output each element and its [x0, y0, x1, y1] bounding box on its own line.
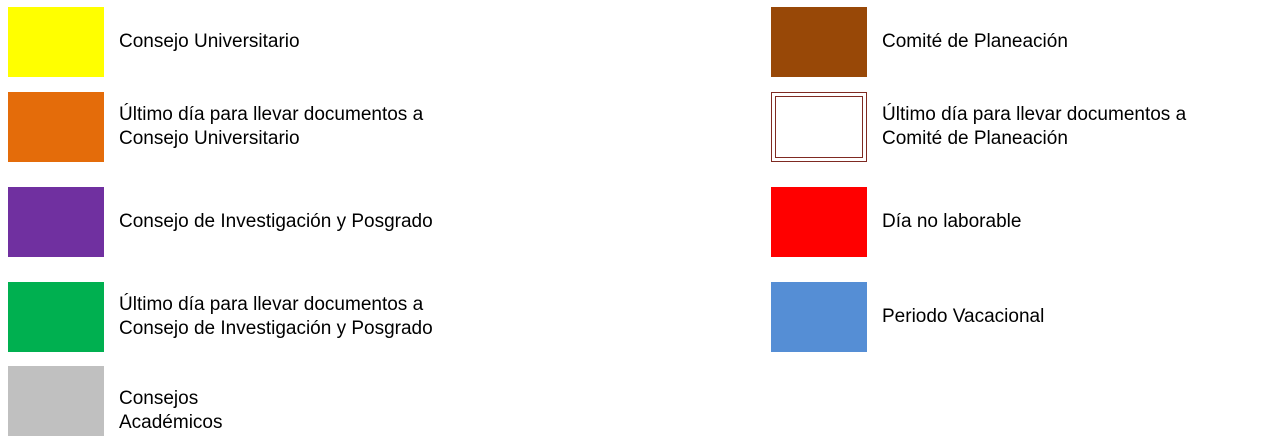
legend-label-line: Día no laborable: [882, 211, 1022, 232]
legend-label: Último día para llevar documentos a Comi…: [882, 92, 1186, 162]
legend-label-line: Último día para llevar documentos a: [119, 104, 424, 125]
color-swatch: [771, 282, 867, 352]
legend-label: Último día para llevar documentos a Cons…: [119, 282, 433, 352]
color-swatch: [8, 282, 104, 352]
legend-label-line: Consejos: [119, 388, 199, 409]
legend-label: Consejos Académicos: [119, 376, 223, 446]
legend-label-line: Consejo Universitario: [119, 128, 300, 149]
legend-label: Día no laborable: [882, 187, 1021, 257]
color-swatch: [8, 7, 104, 77]
legend-label-line: Consejo de Investigación y Posgrado: [119, 318, 433, 339]
legend-label-line: Último día para llevar documentos a: [119, 294, 424, 315]
legend-label-line: Consejo de Investigación y Posgrado: [119, 211, 433, 232]
color-legend: Consejo Universitario Último día para ll…: [8, 7, 1186, 436]
legend-label-line: Académicos: [119, 412, 223, 433]
legend-label: Periodo Vacacional: [882, 282, 1044, 352]
legend-label: Último día para llevar documentos a Cons…: [119, 92, 423, 162]
legend-label-line: Comité de Planeación: [882, 128, 1068, 149]
legend-label-line: Último día para llevar documentos a: [882, 104, 1187, 125]
color-swatch: [771, 187, 867, 257]
legend-label-line: Comité de Planeación: [882, 31, 1068, 52]
legend-label: Consejo de Investigación y Posgrado: [119, 187, 433, 257]
legend-label-line: Periodo Vacacional: [882, 306, 1045, 327]
color-swatch: [8, 187, 104, 257]
legend-label-line: Consejo Universitario: [119, 31, 300, 52]
swatch-inner-border: [775, 96, 863, 158]
color-swatch: [8, 92, 104, 162]
color-swatch: [771, 7, 867, 77]
legend-label: Consejo Universitario: [119, 7, 300, 77]
outlined-swatch: [771, 92, 867, 162]
legend-label: Comité de Planeación: [882, 7, 1068, 77]
color-swatch: [8, 366, 104, 436]
